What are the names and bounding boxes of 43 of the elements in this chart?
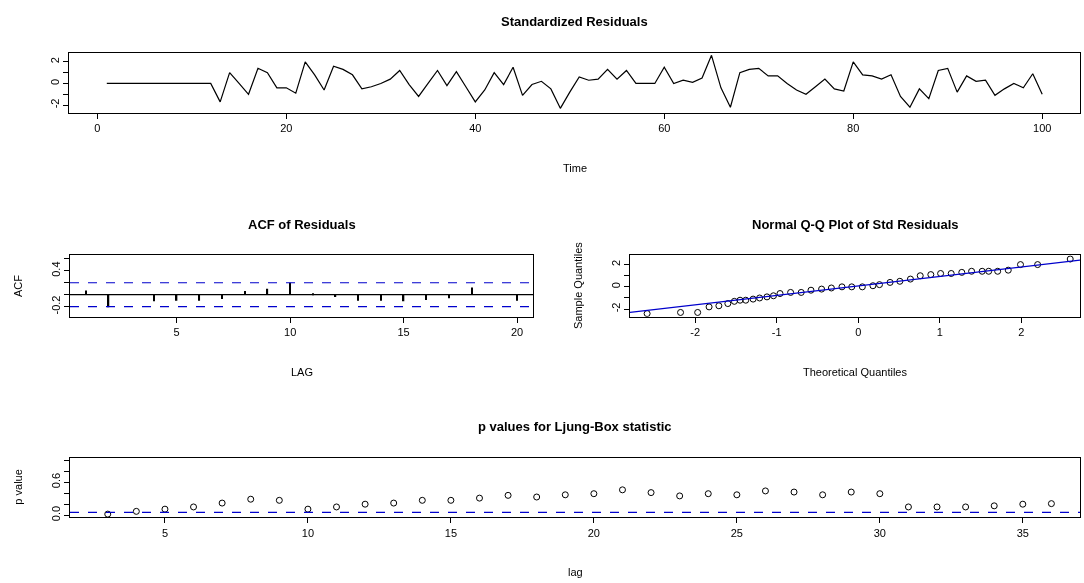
x-tick-label: 80 xyxy=(847,122,860,135)
x-tick-label: 35 xyxy=(1016,526,1029,539)
y-tick-label: 0.4 xyxy=(49,261,62,277)
x-tick-label: 10 xyxy=(301,526,315,539)
y-tick-label: 2 xyxy=(609,259,622,266)
x-axis-title: Time xyxy=(563,162,588,174)
x-tick-label: 60 xyxy=(658,122,671,135)
x-tick-label: -1 xyxy=(771,326,782,339)
x-tick-label: 20 xyxy=(280,122,293,135)
x-tick-label: 1 xyxy=(936,326,943,339)
y-tick-label: -2 xyxy=(609,302,622,313)
y-tick-label: 0.6 xyxy=(49,472,62,489)
chart-title: Standardized Residuals xyxy=(501,14,648,29)
x-tick-label: 10 xyxy=(284,326,297,339)
x-axis-title: LAG xyxy=(291,366,314,378)
chart-title: ACF of Residuals xyxy=(248,217,356,232)
x-tick-label: 20 xyxy=(510,326,524,339)
chart-title: p values for Ljung-Box statistic xyxy=(478,419,672,434)
x-axis-title: Theoretical Quantiles xyxy=(803,366,908,378)
x-tick-label: 5 xyxy=(161,526,168,539)
x-tick-label: 25 xyxy=(730,526,743,539)
x-tick-label: 30 xyxy=(873,526,886,539)
x-tick-label: 0 xyxy=(94,122,101,135)
y-tick-label: 0.0 xyxy=(49,505,62,522)
x-tick-label: 40 xyxy=(469,122,482,135)
x-tick-label: 2 xyxy=(1018,326,1025,339)
y-tick-label: -0.2 xyxy=(49,295,62,315)
x-tick-label: 15 xyxy=(397,326,410,339)
y-tick-label: 2 xyxy=(48,57,61,64)
y-tick-label: 0 xyxy=(48,78,61,85)
x-tick-label: 15 xyxy=(444,526,458,539)
y-tick-label: 0 xyxy=(609,282,622,289)
y-axis-title: ACF xyxy=(11,274,24,298)
x-tick-label: 5 xyxy=(173,326,180,339)
y-tick-label: -2 xyxy=(48,98,61,109)
y-axis-title: p value xyxy=(12,469,25,505)
x-tick-label: 0 xyxy=(855,326,862,339)
x-tick-label: 100 xyxy=(1033,122,1052,135)
x-tick-label: -2 xyxy=(690,326,701,339)
y-axis-title: Sample Quantiles xyxy=(571,241,584,330)
x-tick-label: 20 xyxy=(587,526,600,539)
chart-title: Normal Q-Q Plot of Std Residuals xyxy=(752,217,959,232)
x-axis-title: lag xyxy=(568,566,583,578)
